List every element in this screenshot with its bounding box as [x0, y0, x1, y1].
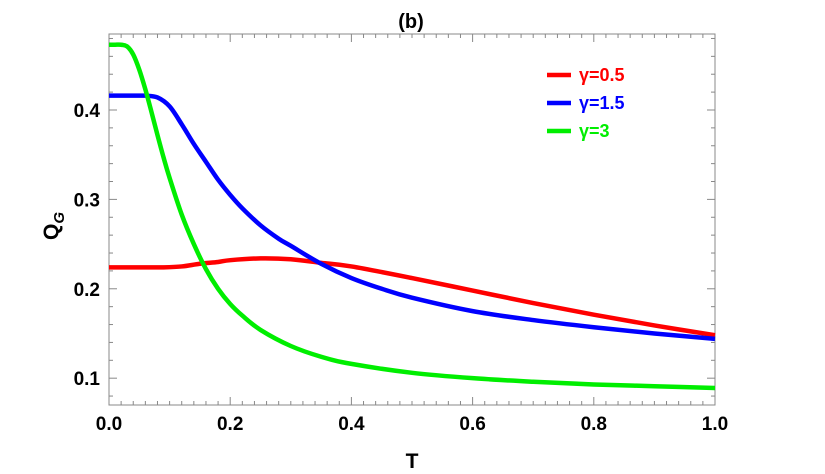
tick-marks: [108, 34, 716, 405]
y-tick-label: 0.1: [74, 369, 101, 390]
legend-label: γ=1.5: [579, 93, 625, 113]
x-tick-label: 0.4: [338, 414, 365, 435]
y-axis-title-subscript: G: [51, 212, 68, 224]
y-tick-label: 0.3: [74, 190, 100, 211]
x-tick-labels: 0.0 0.2 0.4 0.6 0.8 1.0: [96, 414, 728, 435]
series-line-3: [109, 42, 716, 391]
legend-label: γ=3: [579, 121, 610, 141]
x-tick-label: 0.2: [217, 414, 243, 435]
x-tick-label: 1.0: [702, 414, 728, 435]
x-tick-label: 0.0: [96, 414, 122, 435]
legend: γ=0.5 γ=1.5 γ=3: [547, 65, 625, 141]
plot-frame: [108, 33, 716, 406]
x-tick-label: 0.8: [581, 414, 607, 435]
y-tick-labels: 0.1 0.2 0.3 0.4: [74, 101, 101, 390]
y-axis-title: QG: [40, 212, 68, 240]
chart-title: (b): [398, 11, 424, 33]
x-axis-title: T: [406, 450, 419, 473]
series-line-1: [108, 256, 716, 338]
y-axis-title-main: Q: [40, 224, 63, 240]
y-tick-label: 0.4: [74, 101, 101, 122]
series-line-2: [108, 93, 716, 342]
x-tick-label: 0.6: [459, 414, 485, 435]
y-tick-label: 0.2: [74, 280, 100, 301]
series-lines: [108, 42, 716, 391]
legend-label: γ=0.5: [579, 65, 625, 85]
